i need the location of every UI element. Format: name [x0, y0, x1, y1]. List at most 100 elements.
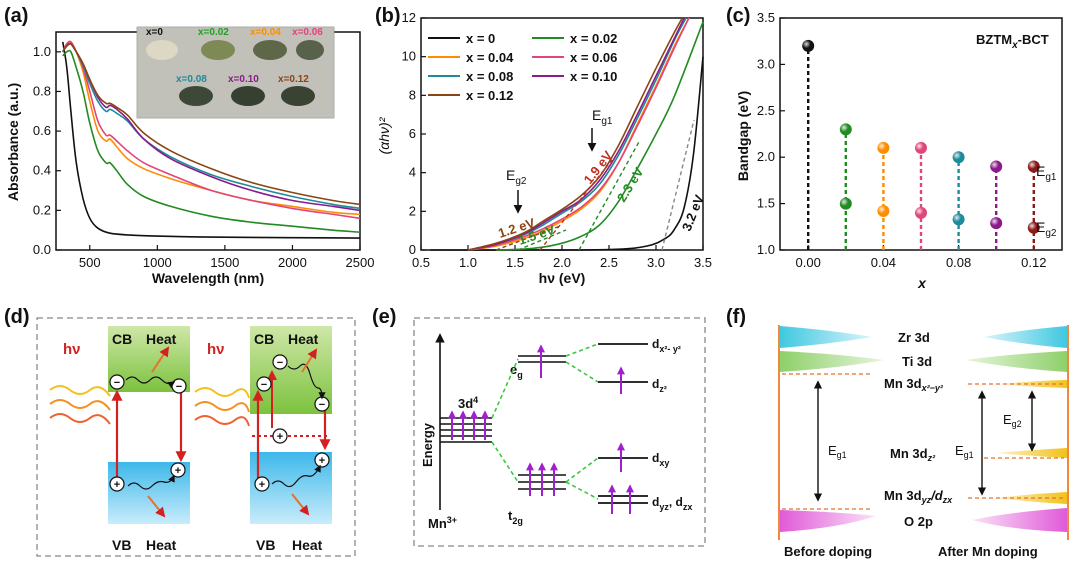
tauc-legend: x = 0 x = 0.02 x = 0.04 x = 0.06 x = 0.08 x =…	[428, 31, 617, 103]
bandgap-eg1-highlight-5	[990, 160, 1003, 173]
tauc-legend-label-6: x = 0.12	[466, 88, 513, 103]
absorbance-y-tick-label: 0.4	[33, 163, 51, 178]
powder-x002	[201, 40, 235, 60]
tauc-x-tick-label: 0.5	[412, 255, 430, 270]
bandgap-eg2-highlight-4	[952, 213, 965, 226]
tauc-legend-label-0: x = 0	[466, 31, 495, 46]
fit-line-eg2-x012	[495, 225, 561, 251]
heat-arrow-right-cb	[301, 348, 318, 373]
dyz-dzx-electrons	[608, 484, 634, 514]
bandgap-y-tick-label: 2.0	[757, 149, 775, 164]
fit-line-x0	[661, 119, 695, 251]
absorbance-x-tick-label: 1000	[143, 255, 172, 270]
absorbance-x-tick-label: 1500	[210, 255, 239, 270]
bandgap-y-ticks: 1.0 1.5 2.0 2.5 3.0 3.5	[757, 10, 785, 257]
photon-wave-4	[194, 387, 250, 399]
t2g-electrons	[526, 462, 558, 496]
mn-yz-zx-label: Mn 3dyz/dzx	[884, 488, 953, 505]
relaxation-wave-right-vb	[271, 464, 321, 488]
bandgap-x-label: x	[917, 275, 927, 291]
absorbance-x-ticks: 500 1000 1500 2000 2500	[79, 245, 374, 270]
absorbance-y-tick-label: 0.6	[33, 123, 51, 138]
hv-label-left: hν	[63, 341, 81, 358]
absorbance-x-tick-label: 500	[79, 255, 101, 270]
eg2-label-after: Eg2	[1003, 412, 1022, 429]
inset-label-x010: x=0.10	[228, 74, 259, 85]
tauc-x-tick-label: 1.0	[459, 255, 477, 270]
tauc-x-ticks: 0.5 1.0 1.5 2.0 2.5 3.0 3.5	[412, 245, 712, 270]
o2p-band-after	[972, 508, 1067, 532]
electron-sign-left-a: −	[114, 377, 120, 389]
bandgap-eg2-highlight-1	[839, 197, 852, 210]
electron-left-a	[109, 374, 125, 390]
bandgap-eg2-label: Eg2	[1036, 219, 1057, 239]
fit-line-x012	[539, 159, 613, 251]
bandgap-annotation: BZTMx-BCT	[976, 32, 1049, 51]
panel-d-frame	[36, 317, 356, 557]
absorbance-y-tick-label: 0.8	[33, 83, 51, 98]
bandgap-x-tick-label: 0.08	[946, 255, 971, 270]
t2g-label: t2g	[508, 508, 523, 526]
ti3d-band-after	[966, 351, 1067, 372]
tauc-x-tick-label: 2.0	[553, 255, 571, 270]
eg2-annotation: Eg2	[506, 167, 527, 187]
inset-label-x0: x=0	[146, 27, 163, 38]
electron-right-b	[272, 354, 288, 370]
panel-label-f: (f)	[726, 306, 746, 328]
dyz-dzx-label: dyz, dzx	[652, 495, 692, 512]
bandgap-eg1-highlight-3	[915, 141, 927, 154]
tauc-series-line-5	[467, 17, 685, 251]
tauc-y-tick-label: 8	[409, 87, 416, 102]
absorbance-x-label: Wavelength (nm)	[152, 270, 264, 286]
tauc-x-label: hν (eV)	[539, 270, 586, 286]
zr3d-band-before	[780, 326, 872, 348]
tauc-legend-label-5: x = 0.10	[570, 69, 617, 84]
photon-wave-5	[194, 401, 250, 413]
zr3d-label: Zr 3d	[898, 330, 930, 345]
bandgap-y-tick-label: 1.5	[757, 196, 775, 211]
mn-x2y2-label: Mn 3dx²−y²	[884, 376, 944, 393]
bandgap-eg2-highlight-2	[877, 205, 890, 218]
bandgap-x-ticks: 0.00 0.04 0.08 0.12	[796, 245, 1046, 270]
eg1-annotation: Eg1	[592, 107, 613, 127]
absorbance-y-tick-label: 1.0	[33, 44, 51, 59]
panel-label-e: (e)	[372, 306, 397, 328]
ti3d-label: Ti 3d	[902, 354, 932, 369]
absorbance-y-label: Absorbance (a.u.)	[5, 83, 21, 201]
bandgap-y-label: Bandgap (eV)	[735, 91, 751, 181]
powder-x006	[296, 40, 324, 60]
vb-label-right: VB	[256, 537, 275, 553]
tauc-y-tick-label: 6	[409, 126, 416, 141]
tauc-y-tick-label: 0	[409, 242, 416, 257]
fit-line-eg2-x002	[517, 229, 567, 251]
tauc-y-tick-label: 4	[409, 165, 416, 180]
splitting-connectors	[491, 343, 599, 500]
dx2y2-label: dx²- y²	[652, 337, 681, 354]
defect-hole	[272, 428, 288, 444]
tauc-y-axis-label: (αhν)²	[376, 116, 392, 154]
absorbance-series-line-6	[62, 42, 361, 206]
cb-label-left: CB	[112, 331, 132, 347]
bandgap-y-tick-label: 3.5	[757, 10, 775, 25]
bandgap-eg1-highlight-1	[839, 123, 852, 136]
tauc-legend-label-3: x = 0.06	[570, 50, 617, 65]
heat-arrow-left-vb	[147, 495, 166, 518]
hole-sign-left-b: +	[175, 465, 181, 477]
heat-arrow-right-vb	[291, 493, 310, 516]
tauc-y-tick-label: 2	[409, 203, 416, 218]
electron-right-a	[256, 376, 272, 392]
absorbance-series	[62, 40, 361, 239]
bandgap-eg1-label: Eg1	[1036, 163, 1057, 183]
before-doping-label: Before doping	[784, 544, 872, 559]
zr3d-band-after	[984, 326, 1067, 348]
tauc-plot: 0.5 1.0 1.5 2.0 2.5 3.0 3.5 0 2 4 6 8 10 12 (αhν)² h…	[376, 10, 712, 286]
inset-label-x002: x=0.02	[198, 27, 229, 38]
panel-label-b: (b)	[375, 5, 401, 27]
electron-sign-right-b: −	[277, 357, 283, 369]
heat-arrow-left-cb	[151, 346, 170, 373]
sample-photo-inset: x=0 x=0.02 x=0.04 x=0.06 x=0.08 x=0.10 x…	[136, 26, 335, 119]
ti3d-band-before	[780, 351, 884, 372]
mn-z2-label: Mn 3dz²	[890, 446, 936, 463]
tauc-series	[430, 17, 704, 251]
tauc-series-line-1	[496, 21, 704, 251]
